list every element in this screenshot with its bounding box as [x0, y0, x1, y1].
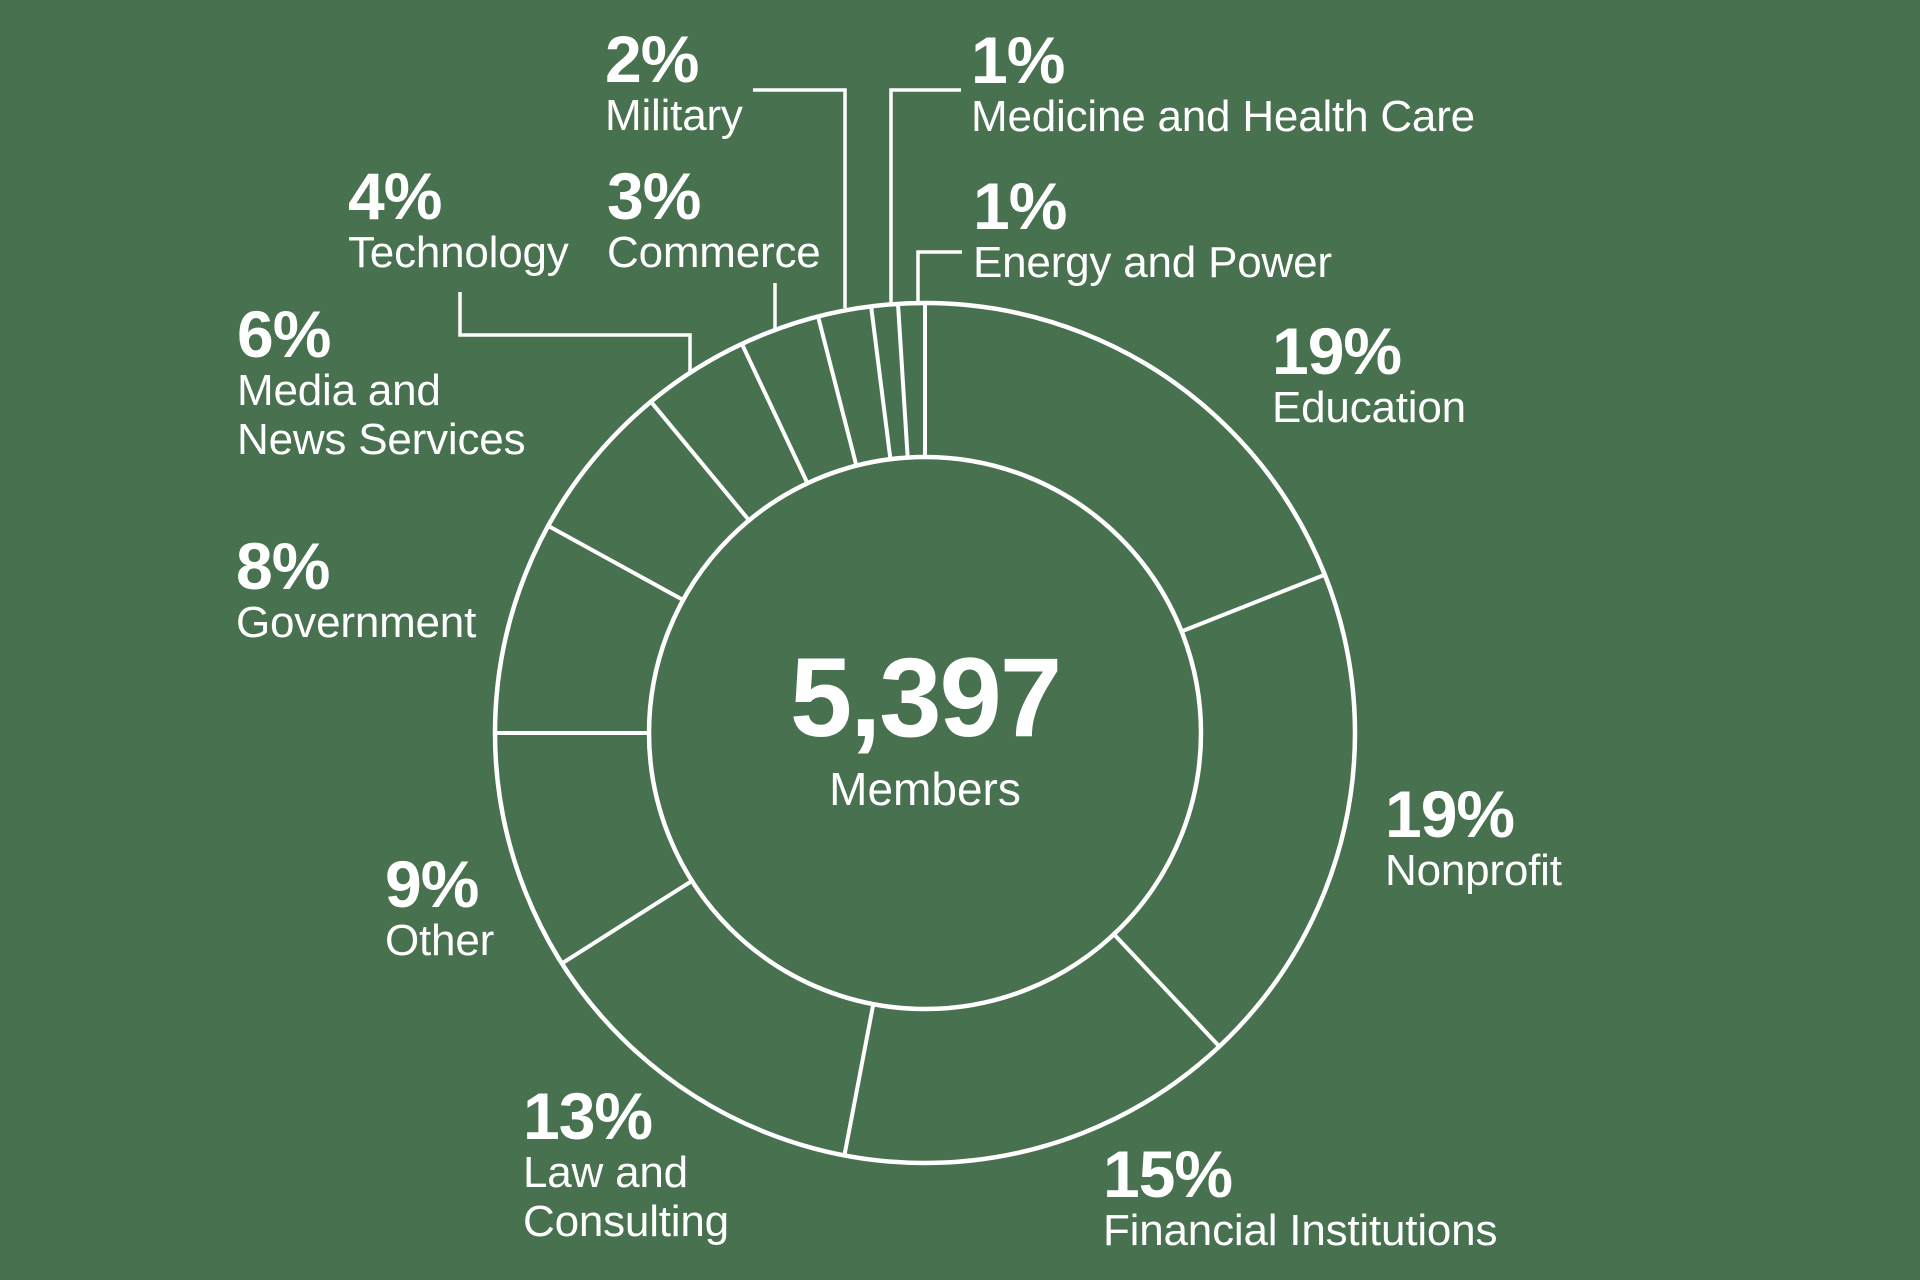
slice-percentage: 9% [385, 847, 479, 921]
slice-category: Government [236, 598, 477, 647]
slice-category: Nonprofit [1385, 846, 1562, 895]
donut-center-text: 5,397 Members [625, 635, 1225, 815]
slice-divider-medicine-and-health-care [869, 306, 893, 460]
slice-percentage: 1% [971, 23, 1065, 97]
slice-percentage: 6% [237, 297, 331, 371]
slice-divider-commerce [740, 343, 810, 485]
slice-percentage: 19% [1272, 314, 1402, 388]
slice-category: News Services [237, 415, 526, 464]
slice-divider-nonprofit [1180, 572, 1326, 634]
slice-category: Media and [237, 366, 441, 415]
slice-label-financial-institutions: 15% Financial Institutions [1103, 1137, 1498, 1255]
slice-category: Education [1272, 383, 1466, 432]
slice-divider-technology [649, 400, 751, 522]
slice-divider-media-and-news-services [547, 524, 685, 602]
slice-label-government: 8% Government [236, 529, 477, 647]
slice-category: Energy and Power [973, 238, 1332, 287]
slice-divider-law-and-consulting [842, 1003, 876, 1156]
slice-label-technology: 4% Technology [348, 159, 569, 277]
slice-label-military: 2% Military [605, 22, 743, 140]
slice-category: Other [385, 916, 495, 965]
leader-line-energy-and-power [916, 250, 962, 305]
slice-divider-energy-and-power [896, 303, 910, 458]
slice-percentage: 15% [1103, 1137, 1233, 1211]
members-caption: Members [829, 763, 1021, 815]
slice-percentage: 3% [607, 159, 701, 233]
slice-divider-military [816, 316, 859, 467]
slice-category: Consulting [523, 1197, 729, 1246]
slice-divider-financial-institutions [1112, 932, 1221, 1048]
slice-percentage: 2% [605, 22, 699, 96]
slice-category: Law and [523, 1148, 688, 1197]
slice-label-medicine-and-health-care: 1% Medicine and Health Care [971, 23, 1475, 141]
slice-divider-other [560, 879, 694, 966]
leader-line-military [753, 88, 847, 308]
slice-percentage: 19% [1385, 777, 1515, 851]
slice-percentage: 4% [348, 159, 442, 233]
slice-category: Military [605, 91, 743, 140]
slice-percentage: 8% [236, 529, 330, 603]
slice-label-energy-and-power: 1% Energy and Power [973, 169, 1332, 287]
leader-line-medicine-and-health-care [889, 88, 961, 304]
slice-category: Technology [348, 228, 569, 277]
slice-label-nonprofit: 19% Nonprofit [1385, 777, 1562, 895]
slice-category: Medicine and Health Care [971, 92, 1475, 141]
slice-category: Commerce [607, 228, 821, 277]
slice-label-law-and-consulting: 13% Law and Consulting [523, 1079, 729, 1246]
slice-percentage: 1% [973, 169, 1067, 243]
slice-label-media-and-news-services: 6% Media and News Services [237, 297, 526, 464]
slice-label-education: 19% Education [1272, 314, 1466, 432]
slice-category: Financial Institutions [1103, 1206, 1498, 1255]
slice-percentage: 13% [523, 1079, 653, 1153]
slice-label-commerce: 3% Commerce [607, 159, 821, 277]
leader-line-technology [458, 292, 692, 372]
members-count: 5,397 [789, 635, 1062, 760]
slice-label-other: 9% Other [385, 847, 495, 965]
